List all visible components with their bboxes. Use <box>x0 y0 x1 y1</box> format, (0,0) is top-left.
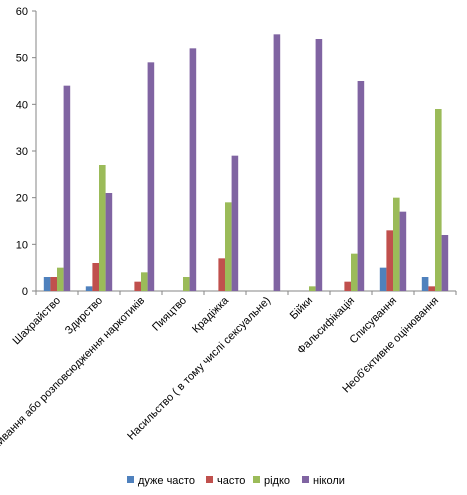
bar <box>428 286 435 291</box>
legend-label: рідко <box>264 475 290 487</box>
y-tick-label: 40 <box>16 99 28 111</box>
legend: дуже часто часто рідко ніколи <box>127 475 345 487</box>
bar <box>189 48 197 292</box>
bar <box>225 202 232 291</box>
bar <box>393 197 400 291</box>
bar <box>183 277 190 291</box>
bar <box>231 155 239 291</box>
x-tick-label: Бійки <box>288 295 315 322</box>
x-axis <box>35 290 457 295</box>
x-tick-label: Пияцтво <box>150 295 189 334</box>
bar <box>50 277 57 291</box>
bar <box>351 253 358 291</box>
y-tick-label: 60 <box>16 6 28 18</box>
bar <box>134 281 141 291</box>
bar <box>273 34 281 291</box>
bar <box>92 263 99 291</box>
legend-swatch <box>127 476 134 483</box>
bar <box>141 272 148 291</box>
bar <box>399 211 407 291</box>
bar <box>309 286 316 291</box>
bar <box>218 258 225 291</box>
bar <box>421 277 429 291</box>
y-tick-label: 30 <box>16 146 28 158</box>
y-tick-label: 0 <box>22 286 28 298</box>
x-tick-label: Крадіжка <box>190 294 232 336</box>
bars <box>43 34 449 292</box>
bar <box>99 165 106 291</box>
legend-swatch <box>253 476 260 483</box>
bar <box>386 230 393 291</box>
y-tick-label: 10 <box>16 239 28 251</box>
legend-label: дуже часто <box>138 475 195 487</box>
bar <box>441 235 449 291</box>
bar <box>147 62 155 292</box>
y-tick-label: 20 <box>16 193 28 205</box>
legend-swatch <box>206 476 213 483</box>
legend-label: часто <box>217 475 245 487</box>
bar <box>57 267 64 291</box>
bar <box>105 193 113 291</box>
bar <box>43 277 51 291</box>
legend-label: ніколи <box>313 475 345 487</box>
y-axis: 0 10 20 30 40 50 60 <box>16 6 37 298</box>
x-tick-label: Шахрайство <box>10 295 63 348</box>
legend-swatch <box>302 476 309 483</box>
bar <box>63 85 71 292</box>
bar <box>379 267 387 291</box>
bar <box>435 109 442 291</box>
bar <box>315 39 323 291</box>
bar <box>85 286 93 291</box>
bar <box>344 281 351 291</box>
y-tick-label: 50 <box>16 53 28 65</box>
bar <box>357 81 365 291</box>
x-tick-label: Здирство <box>63 295 105 337</box>
